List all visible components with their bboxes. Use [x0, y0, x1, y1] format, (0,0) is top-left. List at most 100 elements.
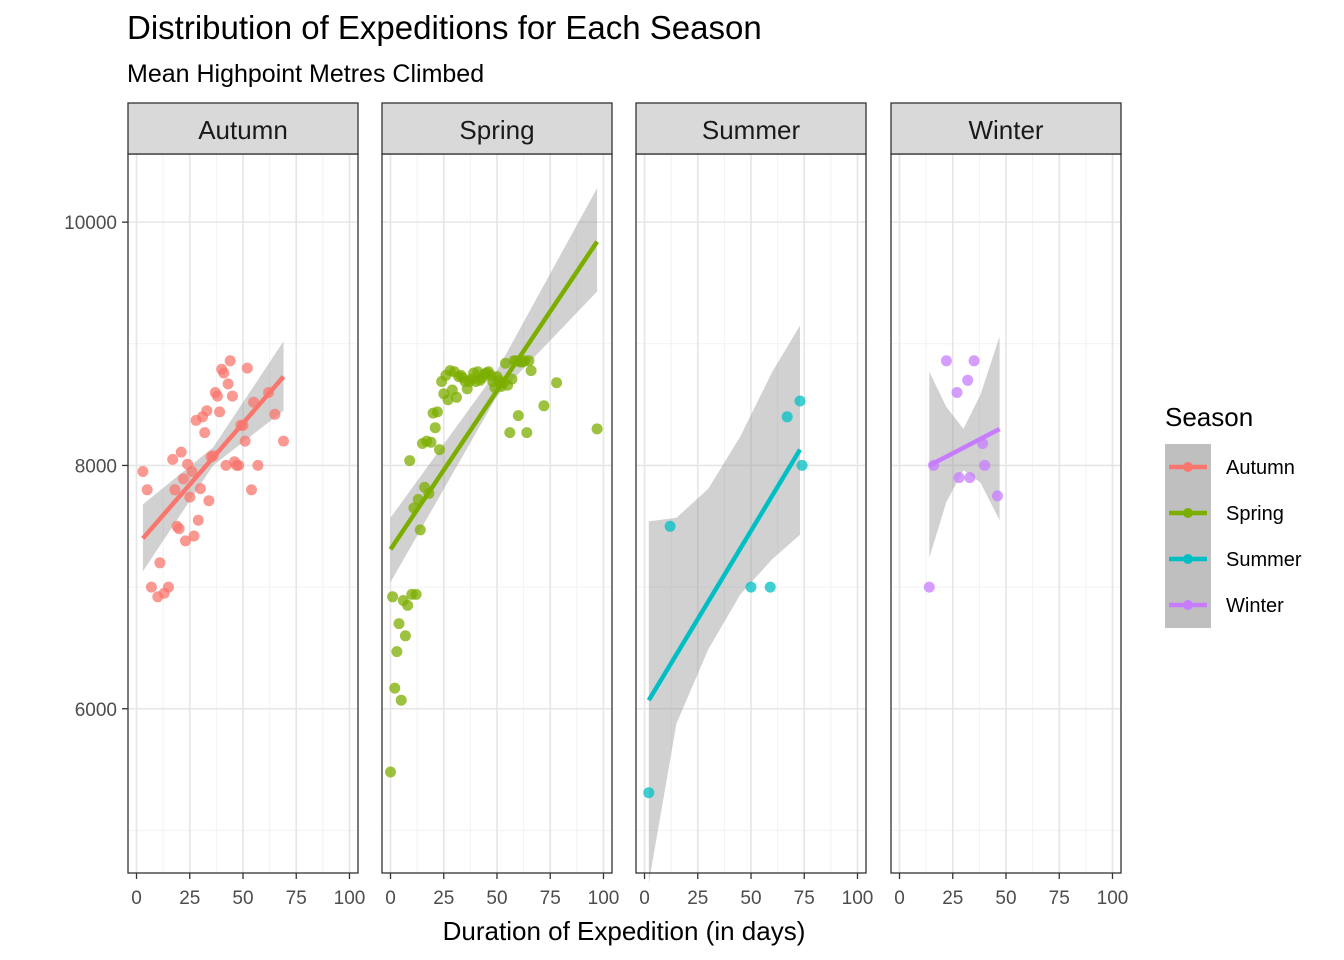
data-point [434, 444, 445, 456]
data-point [796, 459, 808, 471]
y-tick-label: 10000 [64, 213, 117, 234]
data-point [194, 483, 206, 495]
legend-key-point [1183, 462, 1193, 472]
x-tick-label: 100 [588, 888, 620, 909]
data-point [404, 455, 416, 467]
data-point [226, 390, 238, 402]
x-tick-label: 25 [179, 888, 200, 909]
data-point [246, 484, 257, 496]
data-point [402, 599, 414, 611]
x-axis-title: Duration of Expedition (in days) [443, 916, 806, 946]
data-point [203, 495, 215, 507]
x-tick-label: 25 [433, 888, 454, 909]
data-point [442, 394, 454, 406]
fit-line [928, 426, 1001, 468]
facet-strip-label: Winter [968, 115, 1043, 145]
data-point [214, 406, 226, 418]
legend-label: Spring [1226, 503, 1284, 525]
data-point [218, 367, 230, 379]
x-tick-label: 50 [995, 888, 1016, 909]
data-point [167, 453, 179, 465]
legend-key-point [1183, 554, 1193, 564]
data-point [643, 787, 655, 799]
data-point [239, 435, 251, 447]
data-point [389, 682, 401, 694]
data-point [781, 411, 793, 423]
data-point [923, 581, 935, 593]
data-point [414, 524, 426, 536]
legend-label: Autumn [1226, 457, 1295, 479]
data-point [745, 581, 757, 593]
data-point [500, 357, 511, 369]
data-point [169, 484, 181, 496]
data-point [431, 406, 443, 418]
data-point [664, 520, 676, 532]
x-tick-label: 0 [385, 888, 396, 909]
data-point [538, 400, 550, 412]
x-tick-label: 75 [286, 888, 307, 909]
data-point [521, 427, 533, 439]
x-tick-label: 0 [639, 888, 650, 909]
data-point [278, 435, 289, 447]
data-point [979, 459, 991, 471]
data-point [794, 395, 806, 407]
y-tick-label: 6000 [75, 700, 117, 721]
data-point [184, 491, 196, 503]
data-point [145, 581, 157, 593]
data-point [951, 387, 963, 398]
x-tick-label: 0 [131, 888, 142, 909]
data-point [425, 436, 437, 448]
data-point [964, 472, 976, 484]
y-axis: 6000 8000 10000 [64, 213, 128, 721]
legend-item-spring: Spring [1165, 490, 1284, 536]
data-point [968, 355, 980, 367]
data-point [591, 423, 603, 435]
facet-spring: Spring 0 25 50 75 100 [381, 102, 620, 909]
data-point [269, 408, 281, 420]
data-point [504, 427, 516, 439]
fit-line [646, 448, 802, 702]
x-tick-label: 0 [894, 888, 905, 909]
data-point [992, 490, 1003, 502]
data-point [962, 374, 974, 386]
confidence-band [648, 325, 800, 883]
legend-item-autumn: Autumn [1165, 444, 1295, 490]
facet-winter: Winter 0 25 50 75 100 [890, 102, 1128, 909]
data-point [211, 390, 223, 402]
data-point [393, 618, 405, 630]
facet-strip [381, 102, 613, 155]
legend: Season Autumn Spring Summer Winter [1165, 402, 1302, 628]
data-point [199, 427, 211, 439]
data-point [180, 535, 191, 547]
data-point [154, 557, 166, 569]
data-point [391, 646, 403, 658]
x-tick-label: 50 [232, 888, 253, 909]
legend-title: Season [1165, 402, 1253, 432]
fit-line [141, 375, 286, 540]
legend-item-winter: Winter [1165, 582, 1284, 628]
data-point [385, 766, 396, 778]
facet-strip-label: Summer [702, 115, 801, 145]
x-tick-label: 25 [687, 888, 708, 909]
legend-label: Summer [1226, 549, 1302, 571]
data-point [177, 473, 189, 485]
data-point [141, 484, 153, 496]
data-point [241, 362, 253, 374]
facet-strip [635, 102, 867, 155]
data-point [399, 630, 411, 642]
x-tick-label: 75 [794, 888, 815, 909]
y-tick-label: 8000 [75, 456, 117, 477]
data-point [551, 377, 563, 389]
x-tick-label: 100 [842, 888, 874, 909]
data-point [525, 365, 537, 377]
data-point [764, 581, 776, 593]
data-point [173, 523, 185, 535]
data-point [220, 459, 232, 471]
data-point [233, 459, 245, 471]
data-point [224, 355, 236, 367]
data-point [953, 472, 965, 484]
data-point [222, 378, 234, 390]
data-point [252, 459, 264, 471]
legend-label: Winter [1226, 595, 1284, 617]
